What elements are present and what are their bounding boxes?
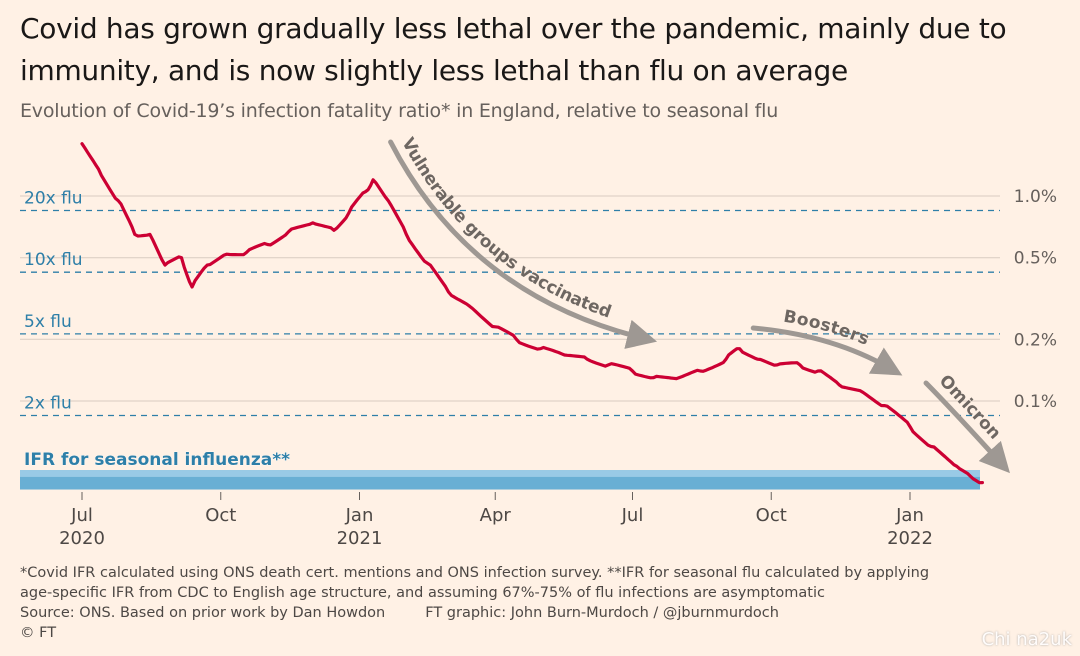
reference-line-label: 10x flu — [24, 250, 83, 270]
graphic-credit: FT graphic: John Burn-Murdoch / @jburnmu… — [425, 605, 779, 621]
covid-ifr-point — [631, 370, 634, 372]
covid-ifr-point — [678, 377, 680, 379]
footnotes: *Covid IFR calculated using ONS death ce… — [20, 563, 1020, 643]
covid-ifr-point — [930, 445, 932, 448]
footnote-flu-ifr-continued: age-specific IFR from CDC to English age… — [20, 585, 825, 601]
covid-ifr-point — [245, 251, 247, 254]
covid-ifr-point — [776, 364, 778, 366]
covid-ifr-point — [956, 465, 958, 467]
x-tick-label: Oct — [205, 505, 236, 526]
annotation-label-text: Vulnerable groups vaccinated — [397, 135, 613, 323]
covid-ifr-point — [180, 257, 183, 259]
source-text: Source: ONS. Based on prior work by Dan … — [20, 605, 386, 621]
chart-subtitle: Evolution of Covid-19’s infection fatali… — [20, 100, 779, 122]
covid-ifr-point — [387, 200, 389, 202]
x-tick-label: Jul — [621, 505, 644, 526]
ifr-chart: IFR for seasonal influenza** 20x flu 10x … — [20, 135, 1057, 549]
footnote-covid-ifr: *Covid IFR calculated using ONS death ce… — [20, 565, 603, 581]
covid-ifr-point — [699, 370, 702, 372]
covid-ifr-point — [725, 358, 727, 360]
x-tick-label: Jan — [895, 505, 924, 526]
covid-ifr-point — [981, 482, 984, 484]
x-tick-label: Jan — [345, 505, 374, 526]
x-tick-year-label: 2022 — [887, 528, 933, 549]
watermark: Chi na2uk — [981, 629, 1072, 650]
x-tick-year-label: 2020 — [59, 528, 105, 549]
covid-ifr-point — [969, 475, 971, 477]
covid-ifr-point — [909, 426, 911, 428]
flu-ifr-band-highlight — [20, 470, 980, 477]
covid-ifr-point — [117, 200, 119, 202]
covid-ifr-point — [226, 253, 228, 255]
covid-ifr-point — [333, 229, 335, 231]
covid-ifr-point — [586, 358, 588, 360]
covid-ifr-point — [134, 233, 136, 235]
covid-ifr-point — [757, 358, 759, 360]
covid-ifr-point — [426, 262, 428, 264]
covid-ifr-point — [447, 291, 450, 293]
annotation-arrow — [750, 325, 903, 376]
covid-ifr-point — [348, 212, 350, 214]
covid-ifr-point — [266, 243, 269, 246]
x-tick-year-label: 2021 — [337, 528, 383, 549]
covid-ifr-point — [469, 305, 471, 307]
covid-ifr-point — [607, 364, 610, 366]
covid-ifr-point — [312, 222, 314, 224]
covid-ifr-point — [539, 348, 542, 350]
annotation-arrow — [388, 139, 658, 349]
covid-ifr-point — [372, 179, 374, 181]
reference-line-label: 5x flu — [24, 312, 72, 332]
reference-line-label: 2x flu — [24, 393, 72, 413]
copyright: © FT — [20, 625, 57, 641]
reference-line-label: 20x flu — [24, 188, 83, 208]
covid-ifr-point — [561, 353, 563, 355]
covid-ifr-point — [206, 264, 208, 266]
covid-ifr-point — [98, 168, 100, 170]
covid-ifr-point — [653, 377, 655, 379]
covid-ifr-point — [288, 231, 290, 233]
x-tick-label: Jul — [70, 505, 93, 526]
covid-ifr-point — [405, 233, 407, 235]
annotation-arrow — [923, 380, 1010, 474]
y-tick-label: 0.5% — [1014, 249, 1057, 269]
covid-ifr-point — [838, 384, 840, 386]
flu-band-label: IFR for seasonal influenza** — [24, 450, 290, 470]
covid-ifr-point — [817, 370, 819, 372]
covid-ifr-point — [149, 233, 151, 235]
annotation-label: Vulnerable groups vaccinated — [397, 135, 613, 323]
covid-ifr-point — [739, 348, 741, 350]
covid-ifr-point — [494, 326, 496, 328]
chart-title: Covid has grown gradually less lethal ov… — [20, 12, 1007, 87]
covid-ifr-point — [515, 338, 518, 340]
covid-ifr-point — [191, 286, 193, 288]
y-tick-label: 0.2% — [1014, 330, 1057, 350]
y-tick-label: 0.1% — [1014, 392, 1057, 412]
y-tick-label: 1.0% — [1014, 187, 1057, 207]
covid-ifr-point — [883, 405, 886, 407]
covid-ifr-line — [80, 142, 984, 485]
covid-ifr-point — [164, 264, 166, 266]
covid-ifr-point — [862, 391, 864, 394]
x-tick-label: Oct — [756, 505, 787, 526]
footnote-flu-ifr: **IFR for seasonal flu calculated by app… — [607, 565, 930, 581]
covid-ifr-point — [81, 143, 83, 145]
covid-ifr-point — [799, 364, 801, 366]
covid-ifr-point — [364, 191, 367, 193]
x-tick-label: Apr — [480, 505, 512, 526]
